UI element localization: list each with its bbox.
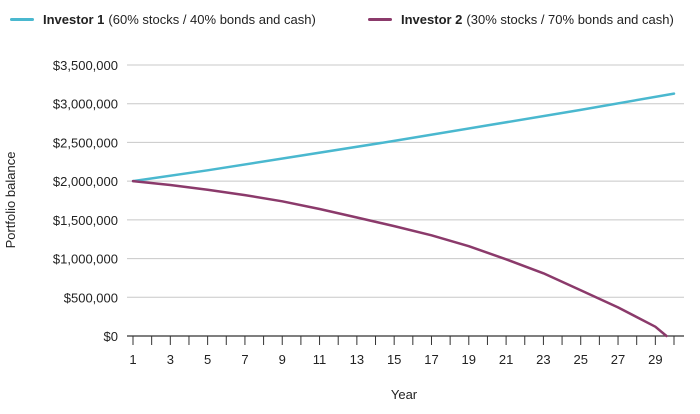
x-tick-label: 9 [279,352,286,367]
x-tick-label: 17 [424,352,438,367]
x-tick-label: 15 [387,352,401,367]
y-tick-label: $3,000,000 [53,97,118,112]
x-tick-label: 25 [573,352,587,367]
series-line-investor-2 [131,179,668,338]
series-line-investor-1 [131,92,676,183]
legend-label-rest: (60% stocks / 40% bonds and cash) [108,12,316,27]
y-tick-label: $1,500,000 [53,213,118,228]
y-tick-label: $0 [104,329,118,344]
y-tick-label: $500,000 [64,290,118,305]
x-tick-label: 7 [241,352,248,367]
x-tick-label: 1 [129,352,136,367]
x-axis-title: Year [391,387,418,402]
legend-label-bold: Investor 2 [401,12,463,27]
x-tick-label: 21 [499,352,513,367]
x-tick-label: 23 [536,352,550,367]
x-tick-label: 11 [313,352,327,367]
x-tick-label: 5 [204,352,211,367]
legend-item-investor-1: Investor 1 (60% stocks / 40% bonds and c… [10,12,316,27]
legend-swatch-investor-1 [10,18,34,21]
legend-label-rest: (30% stocks / 70% bonds and cash) [466,12,674,27]
y-axis-title: Portfolio balance [3,152,18,249]
y-tick-label: $2,000,000 [53,174,118,189]
x-tick-label: 3 [167,352,174,367]
y-tick-label: $1,000,000 [53,252,118,267]
legend-label-bold: Investor 1 [43,12,105,27]
gridlines [127,64,684,298]
y-tick-label: $2,500,000 [53,135,118,150]
x-tick-label: 13 [350,352,364,367]
x-tick-label: 29 [648,352,662,367]
chart-legend: Investor 1 (60% stocks / 40% bonds and c… [10,12,700,32]
legend-item-investor-2: Investor 2 (30% stocks / 70% bonds and c… [368,12,674,27]
x-tick-label: 27 [611,352,625,367]
x-tick-label: 19 [462,352,476,367]
y-tick-label: $3,500,000 [53,58,118,73]
legend-swatch-investor-2 [368,18,392,21]
x-axis: 1 3 5 7 9 11 13 15 17 19 21 23 25 27 29 [127,335,684,367]
series-lines [131,92,676,338]
y-axis-ticks: $0 $500,000 $1,000,000 $1,500,000 $2,000,000… [53,58,118,344]
